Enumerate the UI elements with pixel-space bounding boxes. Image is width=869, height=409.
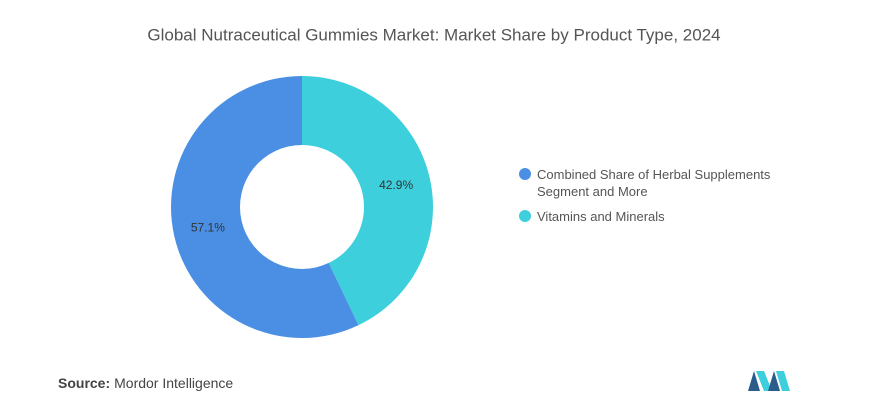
source-label: Source:	[58, 375, 111, 391]
legend-item: Vitamins and Minerals	[519, 208, 799, 225]
source-text: Mordor Intelligence	[114, 375, 234, 391]
legend-label: Vitamins and Minerals	[537, 209, 665, 224]
data-label: 42.9%	[379, 178, 413, 192]
legend-label: Combined Share of Herbal Supplements Seg…	[537, 167, 771, 199]
legend-item: Combined Share of Herbal Supplements Seg…	[519, 166, 799, 200]
source: Source: Mordor Intelligence	[58, 375, 233, 391]
slice	[302, 76, 433, 326]
slice	[170, 76, 359, 338]
legend-swatch	[519, 210, 531, 222]
legend-swatch	[519, 168, 531, 180]
chart-title: Global Nutraceutical Gummies Market: Mar…	[147, 25, 720, 44]
logo	[748, 371, 790, 391]
legend: Combined Share of Herbal Supplements Seg…	[519, 166, 799, 233]
data-label: 57.1%	[191, 221, 225, 235]
